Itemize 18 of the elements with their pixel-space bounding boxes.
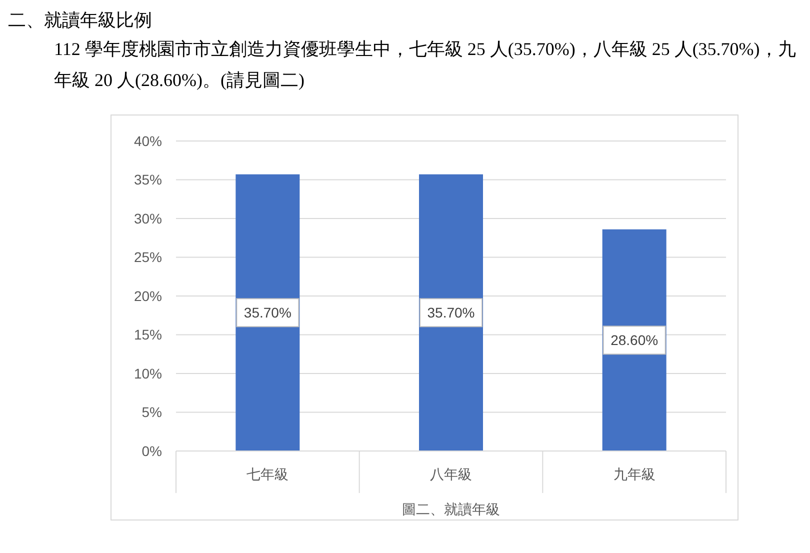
data-label: 28.60% xyxy=(610,332,658,348)
y-tick-label: 40% xyxy=(134,132,162,149)
x-axis-title: 圖二、就讀年級 xyxy=(402,501,500,517)
y-tick-label: 5% xyxy=(142,404,162,420)
data-label: 35.70% xyxy=(427,304,475,321)
y-tick-label: 25% xyxy=(134,249,162,266)
y-tick-label: 0% xyxy=(142,442,162,459)
chart-subtitle: 112 學年度桃園市市立創造力資優班學生中，七年級 25 人(35.70%)，八年級 25 人(35.70%)，九年級 20 人(28.60%)。(請見圖二) xyxy=(54,39,796,90)
y-tick-label: 20% xyxy=(134,288,162,304)
y-tick-label: 35% xyxy=(134,172,162,188)
y-tick-label: 15% xyxy=(134,326,162,343)
x-tick-label: 八年級 xyxy=(430,466,472,482)
y-tick-label: 30% xyxy=(134,210,162,226)
x-tick-label: 七年級 xyxy=(246,466,289,482)
y-tick-label: 10% xyxy=(134,365,162,382)
chart-title: 二、就讀年級比例 xyxy=(8,10,152,30)
x-tick-label: 九年級 xyxy=(613,466,656,482)
data-label: 35.70% xyxy=(244,304,292,321)
